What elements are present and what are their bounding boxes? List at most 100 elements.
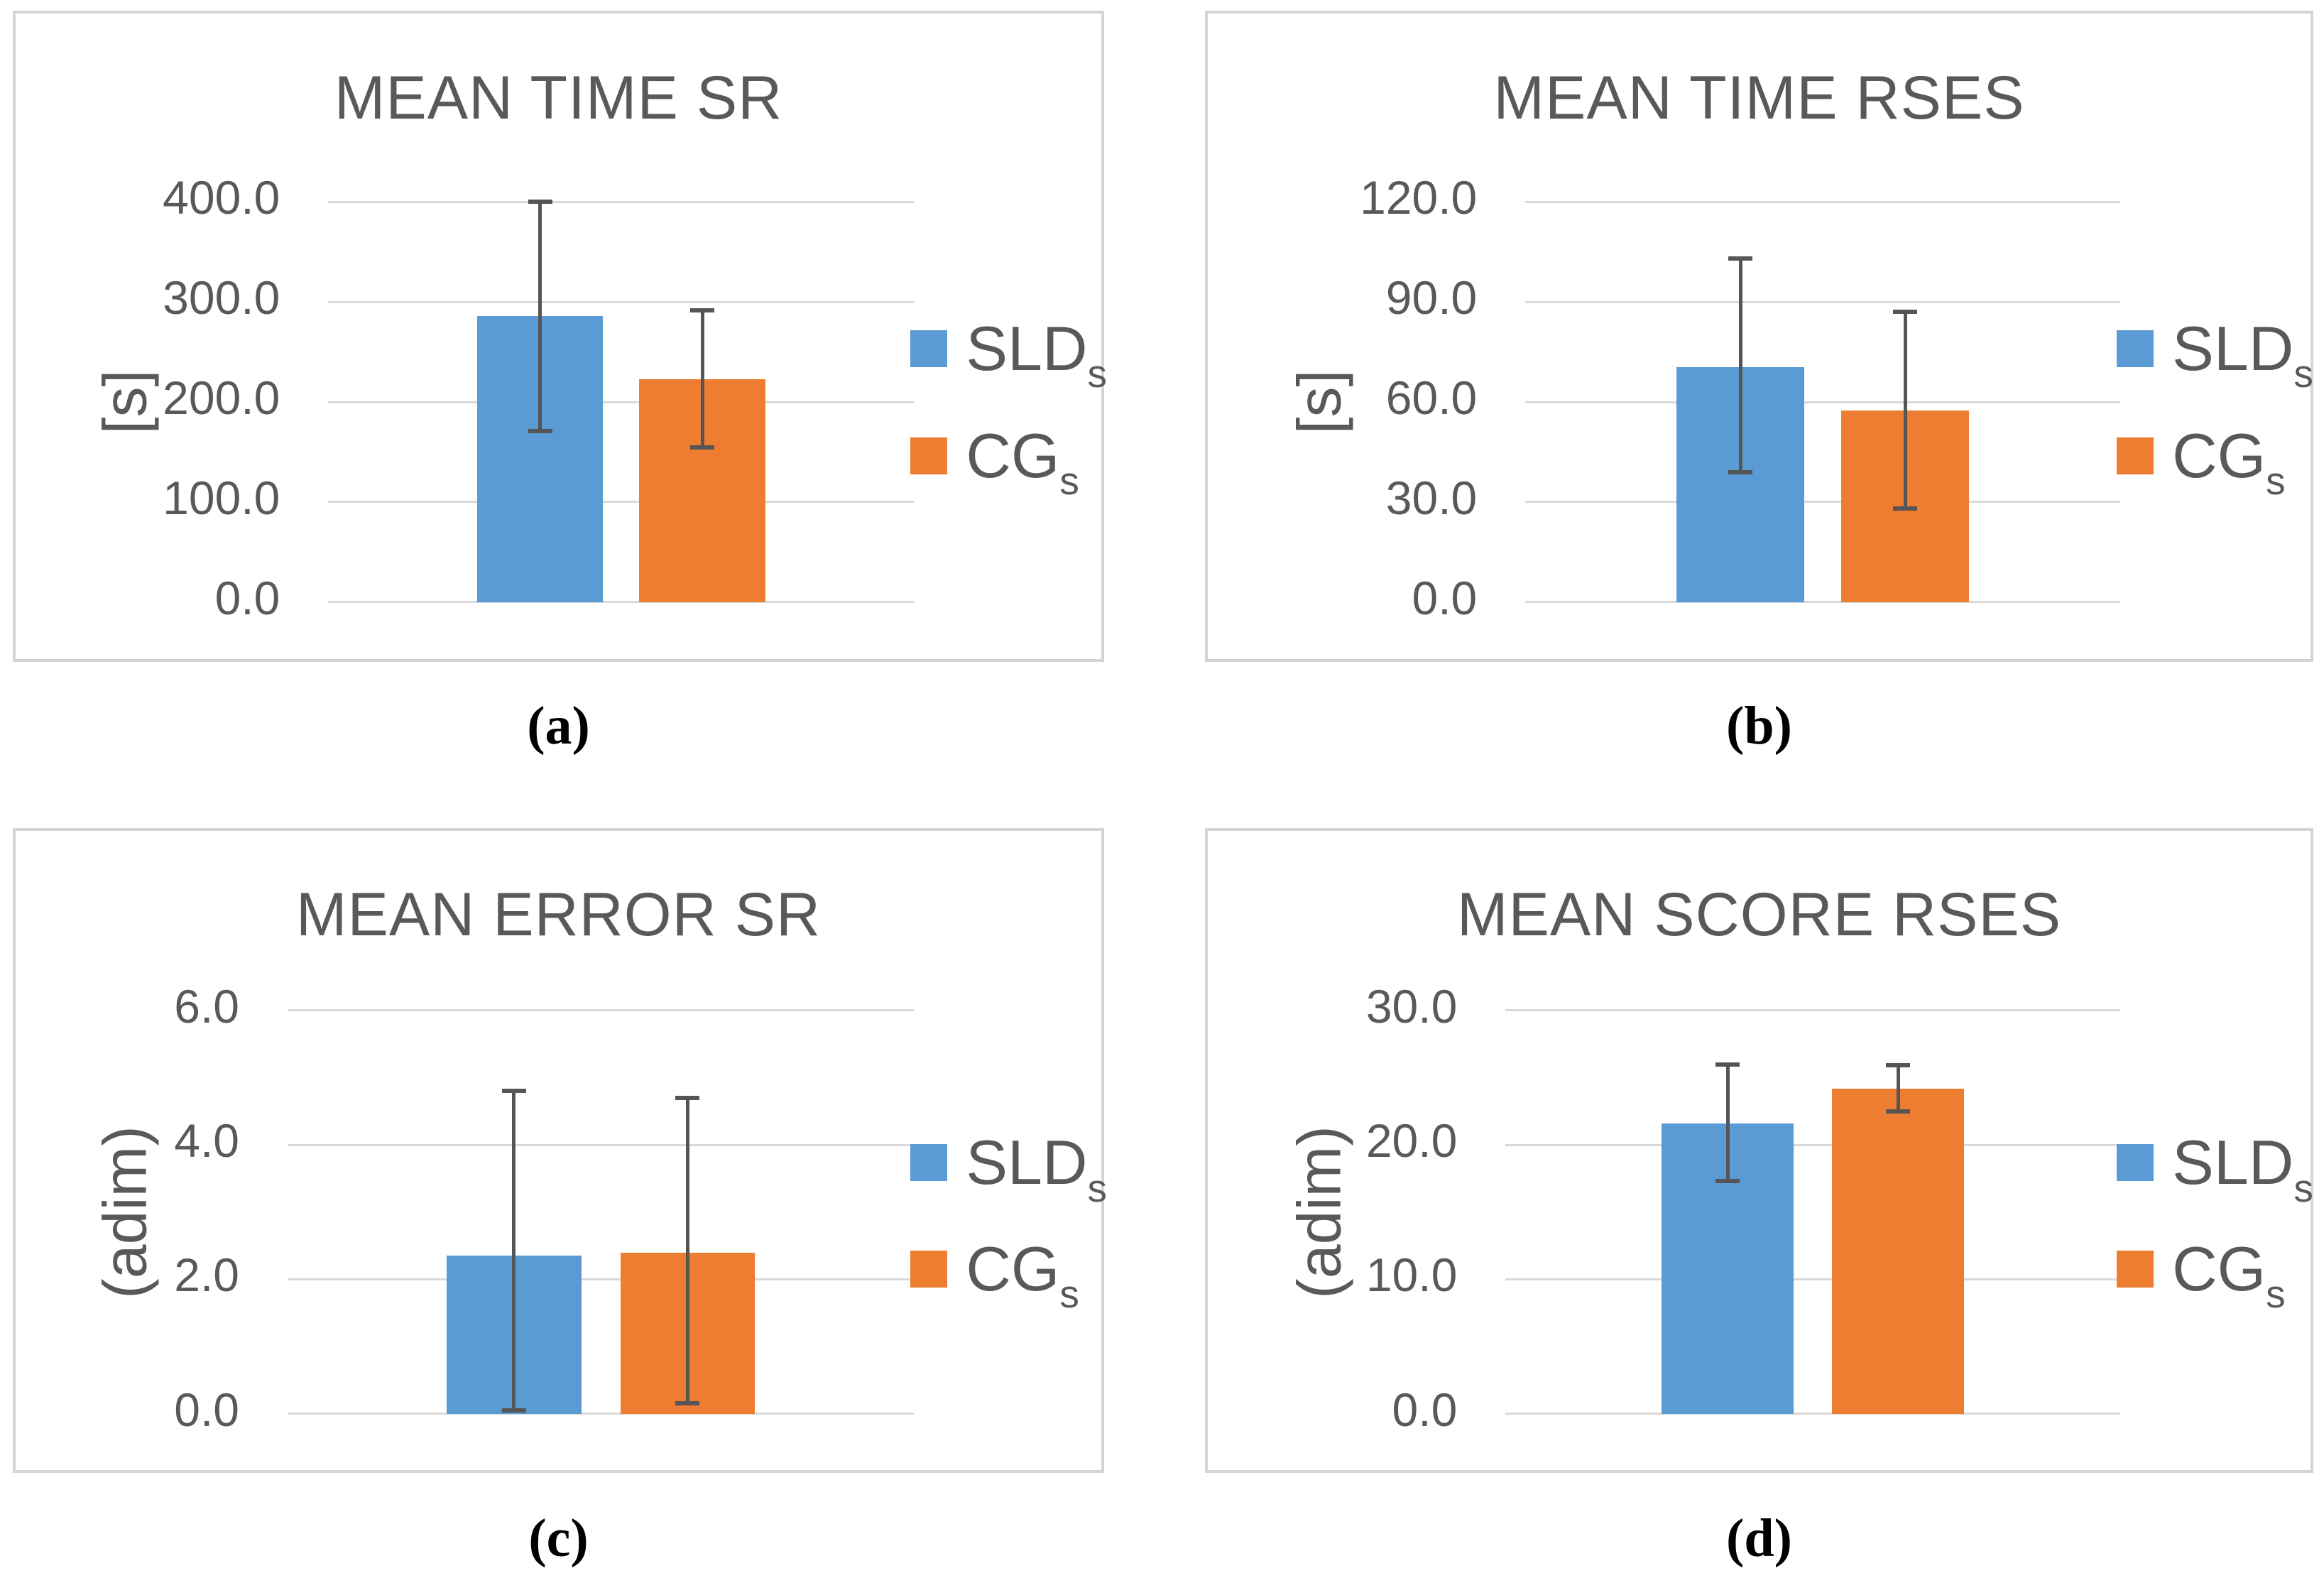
legend-swatch-cg: [910, 1250, 948, 1288]
legend-entry-sld: SLDs: [910, 1131, 1107, 1207]
legend-label-text: SLD: [966, 312, 1088, 383]
legend-entry-cg: CGs: [910, 1237, 1079, 1314]
legend-swatch-cg: [910, 437, 948, 474]
error-bar-cap-bottom-cgs: [1886, 1109, 1911, 1114]
gridline-y-20.0: [1505, 1143, 2121, 1146]
legend-label-text: CG: [966, 1233, 1060, 1304]
error-bar-stem-cgs: [685, 1097, 689, 1404]
legend-label-subscript: s: [2293, 1165, 2313, 1210]
error-bar-cap-top-cgs: [690, 308, 715, 312]
chart-cell-a: MEAN TIME SR 0.0 100.0 200.0 300.0 400.0 [s] SL…: [13, 11, 1107, 792]
chart-title: MEAN TIME SR: [334, 63, 783, 132]
error-bar-cap-top-cgs: [1893, 310, 1918, 315]
legend-label-text: SLD: [2172, 1127, 2294, 1198]
y-tick-label: 4.0: [174, 1114, 239, 1168]
y-tick-label: 120.0: [1360, 171, 1478, 224]
legend-label-subscript: s: [2266, 1272, 2286, 1317]
gridline-y-60.0: [1525, 401, 2121, 403]
gridline-y-0.0: [328, 601, 915, 604]
legend-label-subscript: s: [2266, 459, 2286, 504]
legend-label-text: CG: [2172, 1233, 2266, 1304]
legend-label-text: SLD: [2172, 312, 2294, 383]
gridline-y-0.0: [288, 1413, 915, 1415]
caption-c: (c): [528, 1508, 589, 1568]
legend-label-sld: SLDs: [2172, 317, 2313, 393]
y-axis-label: [s]: [91, 369, 160, 435]
y-axis-label: (adim): [91, 1125, 160, 1299]
gridline-y-120.0: [1525, 200, 2121, 203]
y-tick-label: 6.0: [174, 979, 239, 1033]
legend-label-subscript: s: [1059, 459, 1079, 504]
legend-label-text: CG: [966, 420, 1060, 491]
caption-a: (a): [527, 696, 590, 756]
gridline-y-4.0: [288, 1143, 915, 1146]
y-tick-label: 300.0: [163, 271, 280, 325]
legend-entry-sld: SLDs: [910, 317, 1107, 393]
chart-panel-mean-time-sr: MEAN TIME SR 0.0 100.0 200.0 300.0 400.0 [s] SL…: [13, 11, 1107, 662]
legend-swatch-cg: [2117, 437, 2154, 474]
y-tick-label: 2.0: [174, 1248, 239, 1302]
legend-label-cg: CGs: [966, 1237, 1079, 1314]
legend-label-cg: CGs: [2172, 424, 2286, 501]
gridline-y-300.0: [328, 300, 915, 303]
gridline-y-400.0: [328, 200, 915, 203]
gridline-y-0.0: [1505, 1413, 2121, 1415]
chart-cell-d: MEAN SCORE RSES 0.0 10.0 20.0 30.0 (adim) SLDs…: [1205, 828, 2313, 1578]
legend-label-cg: CGs: [966, 424, 1079, 501]
error-bar-cap-bottom-cgs: [675, 1401, 700, 1406]
legend-label-text: CG: [2172, 420, 2266, 491]
legend-label-sld: SLDs: [966, 317, 1107, 393]
legend-entry-cg: CGs: [910, 424, 1079, 501]
y-tick-label: 400.0: [163, 171, 280, 224]
error-bar-cap-top-slds: [1715, 1062, 1740, 1067]
legend-swatch-sld: [910, 1144, 948, 1182]
legend-label-subscript: s: [1087, 352, 1108, 396]
gridline-y-6.0: [288, 1009, 915, 1012]
y-tick-label: 0.0: [1392, 1383, 1458, 1436]
error-bar-stem-slds: [1738, 259, 1742, 472]
error-bar-stem-cgs: [1896, 1065, 1900, 1111]
error-bar-stem-slds: [512, 1091, 516, 1410]
y-axis-label: (adim): [1285, 1125, 1354, 1299]
error-bar-stem-slds: [1725, 1064, 1730, 1182]
y-tick-label: 30.0: [1365, 979, 1458, 1033]
error-bar-cap-bottom-cgs: [690, 445, 715, 450]
legend-entry-cg: CGs: [2117, 1237, 2286, 1314]
error-bar-cap-top-cgs: [675, 1095, 700, 1100]
y-tick-label: 100.0: [163, 471, 280, 524]
chart-panel-mean-score-rses: MEAN SCORE RSES 0.0 10.0 20.0 30.0 (adim) SLDs…: [1205, 828, 2313, 1473]
error-bar-cap-bottom-cgs: [1893, 506, 1918, 511]
legend-label-sld: SLDs: [2172, 1131, 2313, 1208]
legend-entry-sld: SLDs: [2117, 317, 2313, 393]
legend-swatch-sld: [2117, 330, 2154, 367]
error-bar-cap-top-slds: [501, 1089, 526, 1094]
error-bar-cap-bottom-slds: [1715, 1179, 1740, 1184]
legend-label-subscript: s: [2293, 352, 2313, 396]
legend-label-cg: CGs: [2172, 1237, 2286, 1314]
chart-panel-mean-time-rses: MEAN TIME RSES 0.0 30.0 60.0 90.0 120.0 [s] SLD…: [1205, 11, 2313, 662]
chart-title: MEAN SCORE RSES: [1456, 880, 2062, 949]
bar-cgs: [1832, 1088, 1965, 1414]
chart-title: MEAN ERROR SR: [295, 880, 822, 949]
error-bar-stem-slds: [538, 202, 542, 431]
error-bar-cap-top-slds: [528, 200, 552, 205]
gridline-y-30.0: [1505, 1009, 2121, 1012]
legend-entry-cg: CGs: [2117, 424, 2286, 501]
legend-swatch-sld: [2117, 1144, 2154, 1182]
gridline-y-0.0: [1525, 601, 2121, 604]
legend-label-text: SLD: [966, 1127, 1088, 1198]
error-bar-cap-top-slds: [1728, 256, 1753, 261]
legend-swatch-cg: [2117, 1250, 2154, 1288]
y-axis-label: [s]: [1285, 369, 1354, 435]
error-bar-cap-top-cgs: [1886, 1063, 1911, 1068]
chart-panel-mean-error-sr: MEAN ERROR SR 0.0 2.0 4.0 6.0 (adim) SLDs CGs: [13, 828, 1107, 1473]
y-tick-label: 0.0: [1412, 571, 1478, 624]
legend-swatch-sld: [910, 330, 948, 367]
caption-d: (d): [1726, 1508, 1792, 1568]
gridline-y-2.0: [288, 1278, 915, 1280]
y-tick-label: 10.0: [1365, 1248, 1458, 1302]
legend-entry-sld: SLDs: [2117, 1131, 2313, 1208]
gridline-y-10.0: [1505, 1278, 2121, 1280]
gridline-y-100.0: [328, 501, 915, 504]
